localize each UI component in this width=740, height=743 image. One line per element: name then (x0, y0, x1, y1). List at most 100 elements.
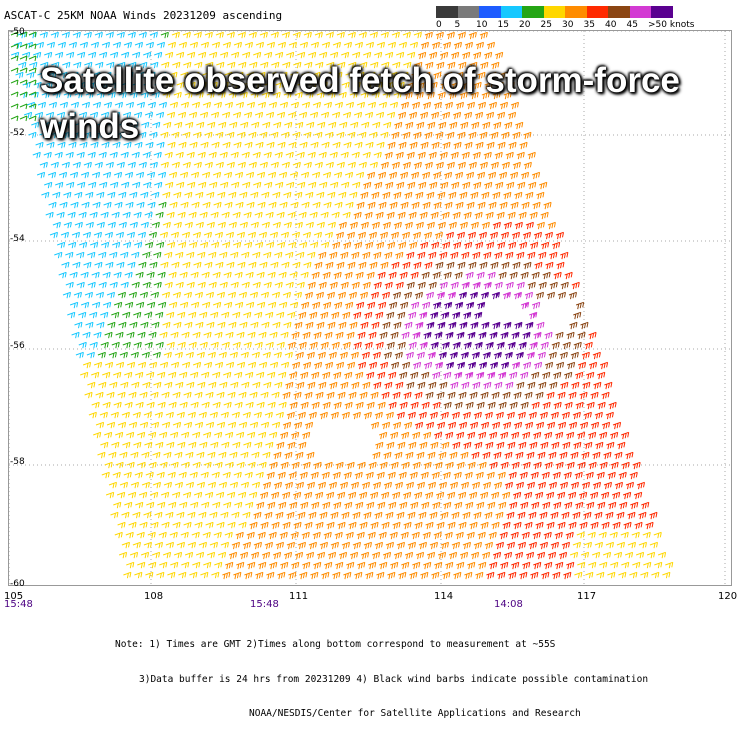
wind-barb (516, 151, 525, 160)
wind-barb (420, 41, 429, 50)
wind-barb (500, 461, 509, 470)
wind-barb (315, 61, 324, 69)
wind-barb (158, 531, 167, 539)
wind-barb (385, 81, 394, 89)
wind-barb (100, 211, 109, 219)
wind-barb (421, 371, 430, 380)
wind-barb (162, 91, 171, 99)
wind-barb (462, 411, 471, 420)
wind-barb (218, 451, 227, 459)
wind-barb (322, 501, 331, 510)
wind-barb (202, 71, 211, 79)
wind-barb (364, 111, 374, 119)
wind-barb (145, 241, 154, 249)
wind-barb (392, 291, 401, 300)
wind-barb (332, 41, 341, 49)
wind-barb (314, 131, 323, 139)
wind-barb (428, 281, 437, 290)
wind-barb (61, 131, 70, 139)
wind-barb (481, 191, 490, 200)
wind-barb (507, 441, 516, 450)
wind-barb (456, 561, 465, 570)
wind-barb (328, 481, 337, 490)
wind-barb (416, 121, 425, 130)
wind-barb (274, 151, 283, 159)
wind-barb (163, 451, 172, 459)
wind-barb (200, 41, 209, 49)
wind-barb (540, 341, 549, 350)
wind-barb (247, 231, 256, 239)
wind-barb (142, 151, 151, 159)
wind-barb (321, 471, 330, 480)
wind-barb (288, 571, 297, 580)
wind-barb (258, 231, 267, 239)
wind-barb (293, 291, 302, 299)
wind-barb (620, 531, 629, 539)
wind-barb (505, 151, 514, 160)
wind-barb (642, 531, 651, 539)
wind-barb (19, 91, 28, 98)
wind-barb (59, 101, 68, 109)
wind-barb (19, 31, 28, 38)
wind-barb (208, 281, 217, 289)
wind-barb (426, 321, 435, 330)
wind-barb (503, 221, 512, 230)
wind-barb (83, 131, 92, 139)
wind-barb (479, 31, 488, 40)
wind-barb (560, 281, 569, 290)
wind-barb (138, 491, 148, 499)
wind-barb (218, 481, 227, 489)
wind-barb (586, 401, 595, 410)
wind-barb (408, 311, 417, 320)
wind-barb (267, 171, 277, 179)
wind-barb (85, 191, 94, 199)
wind-barb (645, 521, 654, 530)
wind-barb (533, 461, 542, 470)
wind-barb (134, 571, 143, 579)
color-scale-swatch (586, 6, 608, 18)
wind-barb (487, 501, 496, 510)
wind-barb (596, 571, 605, 579)
wind-barb (150, 61, 159, 69)
wind-barb (55, 51, 64, 59)
wind-barb (235, 101, 244, 109)
wind-barb (176, 81, 185, 89)
wind-barb (196, 351, 205, 359)
wind-barb (414, 291, 423, 300)
wind-barb (347, 31, 356, 39)
wind-barb (62, 61, 71, 69)
wind-barb (171, 131, 180, 139)
wind-barb (389, 101, 398, 109)
wind-barb (375, 341, 384, 350)
wind-barb (357, 331, 366, 340)
wind-barb (444, 71, 453, 80)
wind-barb (476, 171, 486, 180)
wind-barb (170, 231, 179, 239)
wind-barb (225, 461, 234, 469)
wind-barb (273, 351, 282, 359)
wind-barb (339, 121, 348, 129)
wind-barb (574, 471, 583, 480)
wind-barb (340, 381, 349, 390)
wind-barb (214, 431, 223, 439)
wind-barb (597, 401, 606, 410)
wind-barb (206, 221, 215, 229)
wind-barb (202, 101, 211, 109)
wind-barb (393, 321, 402, 330)
wind-barb (662, 571, 671, 579)
wind-barb (278, 171, 288, 179)
wind-barb (124, 371, 133, 379)
wind-barb (484, 541, 493, 550)
wind-barb (621, 461, 630, 470)
wind-barb (470, 91, 479, 100)
wind-barb (302, 331, 311, 340)
wind-barb (304, 391, 313, 400)
wind-barb (151, 191, 160, 199)
wind-barb (97, 351, 106, 359)
wind-barb (136, 71, 145, 79)
wind-barb (71, 331, 80, 339)
wind-barb (229, 121, 238, 129)
wind-barb (437, 221, 446, 230)
wind-barb (363, 541, 372, 550)
wind-barb (193, 491, 203, 499)
